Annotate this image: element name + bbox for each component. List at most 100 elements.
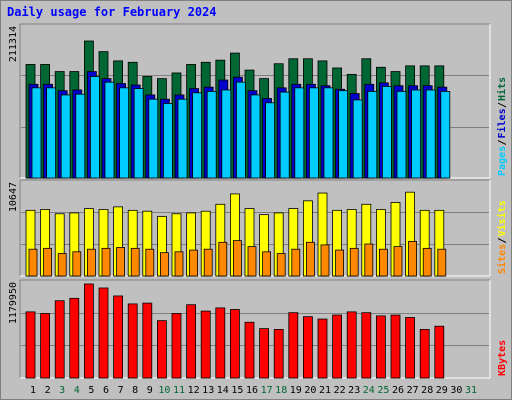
bar-pages-day-13 <box>206 90 217 179</box>
legend-separator: / <box>497 237 508 243</box>
axis-max-label: 10647 <box>8 182 19 212</box>
bar-sites-day-11 <box>174 251 184 277</box>
bar-kbytes-day-26 <box>390 314 401 379</box>
x-tick-label-day-30: 30 <box>450 385 462 396</box>
x-tick-label-day-26: 26 <box>392 385 404 396</box>
bar-kbytes-day-5 <box>84 283 94 379</box>
x-tick-label-day-3: 3 <box>59 385 65 396</box>
bar-sites-day-9 <box>145 248 155 277</box>
x-tick-label-day-9: 9 <box>147 385 153 396</box>
bar-pages-day-27 <box>411 89 422 179</box>
bar-kbytes-day-29 <box>434 325 445 379</box>
bar-pages-day-22 <box>338 90 349 179</box>
x-tick-label-day-12: 12 <box>188 385 200 396</box>
x-tick-label-day-19: 19 <box>290 385 302 396</box>
x-tick-label-day-7: 7 <box>118 385 124 396</box>
bar-pages-day-21 <box>323 87 334 179</box>
bar-kbytes-day-2 <box>40 313 50 379</box>
bar-sites-day-20 <box>305 241 315 277</box>
bar-kbytes-day-27 <box>405 317 416 379</box>
bar-kbytes-day-16 <box>244 321 255 379</box>
x-tick-label-day-6: 6 <box>103 385 109 396</box>
bar-kbytes-day-9 <box>142 302 153 379</box>
bar-kbytes-day-17 <box>259 328 270 379</box>
x-tick-label-day-1: 1 <box>30 385 36 396</box>
bar-sites-day-5 <box>87 248 96 277</box>
bar-sites-day-1 <box>28 248 38 277</box>
x-axis-labels: 1 2 3 4 5 6 7 8 9 10 11 12 13 14 15 16 17 18 19 20 21 22 23 24 2… <box>30 385 477 396</box>
x-tick-label-day-20: 20 <box>304 385 316 396</box>
bar-pages-day-23 <box>352 99 363 179</box>
bar-pages-day-29 <box>440 90 451 179</box>
bar-pages-day-7 <box>119 87 129 179</box>
bar-sites-day-15 <box>232 240 242 277</box>
bar-kbytes-day-22 <box>332 314 343 379</box>
legend-label-kbytes: KBytes <box>497 340 508 376</box>
bar-kbytes-day-1 <box>25 311 36 379</box>
bar-pages-day-5 <box>90 76 100 179</box>
bar-sites-day-14 <box>218 241 228 277</box>
bar-kbytes-day-18 <box>273 329 284 379</box>
x-tick-label-day-24: 24 <box>363 385 375 396</box>
bar-pages-day-14 <box>221 89 232 179</box>
bar-kbytes-day-4 <box>69 297 80 379</box>
x-tick-label-day-11: 11 <box>173 385 185 396</box>
bar-kbytes-day-20 <box>302 316 313 379</box>
axis-max-label: 1179950 <box>8 282 19 324</box>
x-tick-label-day-29: 29 <box>436 385 448 396</box>
bar-sites-day-24 <box>364 243 374 277</box>
bar-pages-day-19 <box>294 87 305 179</box>
x-tick-label-day-18: 18 <box>275 385 287 396</box>
x-tick-label-day-27: 27 <box>407 385 419 396</box>
bar-sites-day-29 <box>437 248 447 277</box>
bar-sites-day-10 <box>159 252 169 277</box>
legend-separator: / <box>497 102 508 108</box>
axis-max-label: 211314 <box>8 26 19 62</box>
bar-sites-day-27 <box>408 241 418 277</box>
bar-pages-day-17 <box>265 102 276 179</box>
x-tick-label-day-5: 5 <box>88 385 94 396</box>
bar-kbytes-day-14 <box>215 307 226 379</box>
bar-kbytes-day-19 <box>288 312 299 379</box>
bar-kbytes-day-8 <box>127 303 138 379</box>
bar-sites-day-2 <box>43 247 52 277</box>
bar-sites-day-28 <box>422 247 432 277</box>
bar-sites-day-21 <box>320 244 330 277</box>
bar-kbytes-day-15 <box>229 309 240 379</box>
x-tick-label-day-8: 8 <box>132 385 138 396</box>
bar-sites-day-25 <box>378 248 388 277</box>
chart-panel-kbytes: 1179950 KBytes <box>8 279 508 379</box>
bar-sites-day-23 <box>349 247 359 277</box>
chart-title: Daily usage for February 2024 <box>7 5 217 19</box>
bar-kbytes-day-7 <box>113 295 123 379</box>
legend-label-sites: Sites <box>496 244 508 274</box>
legend-separator: / <box>497 139 508 145</box>
x-tick-label-day-22: 22 <box>334 385 346 396</box>
bar-pages-day-28 <box>425 89 436 179</box>
bar-kbytes-day-28 <box>419 329 430 379</box>
bar-kbytes-day-21 <box>317 318 328 379</box>
x-tick-label-day-15: 15 <box>231 385 243 396</box>
bar-pages-day-25 <box>381 86 392 179</box>
bar-sites-day-19 <box>291 248 301 277</box>
bar-kbytes-day-6 <box>98 287 109 379</box>
x-tick-label-day-2: 2 <box>45 385 51 396</box>
bar-sites-day-26 <box>393 246 403 277</box>
bar-pages-day-4 <box>75 93 86 179</box>
bar-sites-day-6 <box>101 247 111 277</box>
bar-pages-day-18 <box>279 91 290 179</box>
bar-pages-day-26 <box>396 90 407 179</box>
bar-pages-day-20 <box>308 87 319 179</box>
chart-panel-visits-sites: 10647 Sites/Visits <box>8 179 508 277</box>
bar-sites-day-8 <box>130 247 140 277</box>
bar-kbytes-day-25 <box>375 315 386 379</box>
bar-sites-day-7 <box>116 247 125 277</box>
x-tick-label-day-25: 25 <box>377 385 389 396</box>
bar-pages-day-16 <box>250 94 261 179</box>
x-tick-label-day-21: 21 <box>319 385 331 396</box>
x-tick-label-day-31: 31 <box>465 385 477 396</box>
bar-sites-day-12 <box>189 249 199 277</box>
bar-kbytes-day-24 <box>361 312 372 379</box>
x-tick-label-day-10: 10 <box>158 385 170 396</box>
